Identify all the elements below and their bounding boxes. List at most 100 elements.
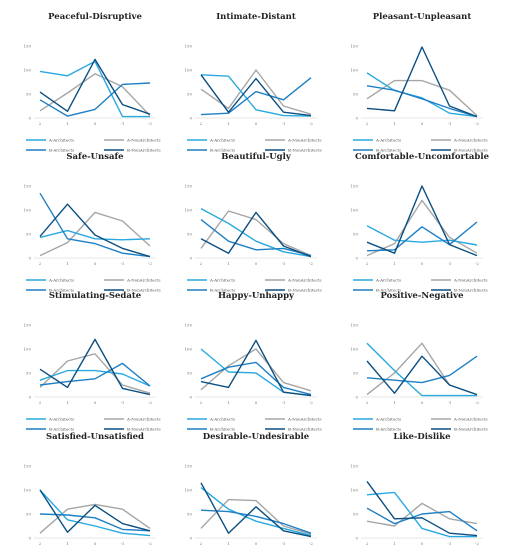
y-tick-label: 0 <box>28 116 31 121</box>
y-tick-label: 150 <box>23 44 31 49</box>
x-tick-label: 1 <box>66 400 69 405</box>
series-line-b-nonarchitects <box>200 482 312 538</box>
y-tick-label: 100 <box>184 68 192 73</box>
panel-title: Satisfied-Unsatisfied <box>46 432 144 442</box>
series-line-a-nonarchitects <box>200 498 312 535</box>
x-tick-label: 0 <box>421 261 424 266</box>
x-tick-label: -1 <box>448 541 452 546</box>
x-tick-label: -2 <box>475 541 479 546</box>
legend-label: A-NonArchitects <box>287 137 322 142</box>
series-line-b-architects <box>366 507 478 532</box>
x-tick-label: -1 <box>121 121 125 126</box>
x-tick-label: -2 <box>148 121 152 126</box>
x-tick-label: 2 <box>200 261 203 266</box>
x-tick-label: 1 <box>393 261 396 266</box>
legend-label: A-NonArchitects <box>287 277 322 282</box>
y-tick-label: 150 <box>184 323 192 328</box>
series-line-b-architects <box>39 362 151 387</box>
x-tick-label: 1 <box>66 541 69 546</box>
series-line-b-architects <box>39 513 151 532</box>
x-tick-label: 0 <box>421 121 424 126</box>
series-line-a-architects <box>39 369 151 387</box>
series-line-a-nonarchitects <box>39 353 151 394</box>
panel-title: Positive-Negative <box>380 291 464 301</box>
series-line-a-nonarchitects <box>39 73 151 117</box>
series-line-a-nonarchitects <box>200 69 312 115</box>
x-tick-label: 1 <box>393 541 396 546</box>
y-tick-label: 100 <box>23 208 31 213</box>
x-tick-label: -2 <box>475 121 479 126</box>
x-tick-label: -2 <box>309 541 313 546</box>
panel-title: Peaceful-Disruptive <box>48 12 142 22</box>
x-tick-label: 1 <box>66 121 69 126</box>
series-line-a-architects <box>39 489 151 537</box>
series-line-a-nonarchitects <box>366 342 478 396</box>
panel-comfortable-uncomfortable: Comfortable-Uncomfortable 0 50 100 150 2 1 0 -1 -… <box>350 152 489 292</box>
series-line-a-architects <box>200 207 312 258</box>
legend-label: B-NonArchitects <box>288 287 322 292</box>
legend-label: A-Architects <box>375 137 401 142</box>
legend-label: A-NonArchitects <box>287 416 322 421</box>
y-tick-label: 0 <box>28 256 31 261</box>
series-line-a-nonarchitects <box>200 210 312 257</box>
panel-beautiful-ugly: Beautiful-Ugly 0 50 100 150 2 1 0 -1 -2 A-Architec… <box>184 152 321 292</box>
x-tick-label: 0 <box>255 121 258 126</box>
x-tick-label: -1 <box>121 541 125 546</box>
y-tick-label: 150 <box>350 184 358 189</box>
y-tick-label: 150 <box>350 464 358 469</box>
x-tick-label: 1 <box>227 400 230 405</box>
y-tick-label: 0 <box>189 256 192 261</box>
x-tick-label: 2 <box>39 400 42 405</box>
y-tick-label: 100 <box>350 208 358 213</box>
y-tick-label: 50 <box>26 512 32 517</box>
series-line-b-architects <box>200 77 312 116</box>
legend-label: B-Architects <box>376 287 401 292</box>
y-tick-label: 100 <box>23 68 31 73</box>
series-line-b-nonarchitects <box>366 355 478 396</box>
panel-title: Beautiful-Ugly <box>221 152 292 162</box>
x-tick-label: -2 <box>148 400 152 405</box>
series-line-b-architects <box>366 221 478 252</box>
legend-label: A-Architects <box>375 277 401 282</box>
y-tick-label: 150 <box>23 323 31 328</box>
y-tick-label: 0 <box>28 536 31 541</box>
legend-label: A-Architects <box>209 416 235 421</box>
x-tick-label: 2 <box>366 261 369 266</box>
x-tick-label: -1 <box>282 121 286 126</box>
series-line-b-nonarchitects <box>39 58 151 115</box>
y-tick-label: 100 <box>184 347 192 352</box>
series-line-b-nonarchitects <box>39 338 151 396</box>
legend-label: B-NonArchitects <box>454 147 488 152</box>
legend-label: A-NonArchitects <box>453 416 488 421</box>
panel-pleasant-unpleasant: Pleasant-Unpleasant 0 50 100 150 2 1 0 -1 -2 A-Arc… <box>350 12 487 152</box>
x-tick-label: -2 <box>309 400 313 405</box>
legend-label: B-NonArchitects <box>127 426 161 431</box>
legend-label: A-NonArchitects <box>126 416 161 421</box>
x-tick-label: -2 <box>475 261 479 266</box>
x-tick-label: 1 <box>227 121 230 126</box>
y-tick-label: 50 <box>26 232 32 237</box>
x-tick-label: -1 <box>121 400 125 405</box>
legend-label: B-NonArchitects <box>454 287 488 292</box>
series-line-b-architects <box>200 361 312 396</box>
legend-label: A-Architects <box>48 137 74 142</box>
series-line-b-nonarchitects <box>366 480 478 537</box>
legend-label: A-NonArchitects <box>453 277 488 282</box>
series-line-b-nonarchitects <box>200 339 312 397</box>
y-tick-label: 100 <box>184 208 192 213</box>
series-line-a-architects <box>39 60 150 118</box>
legend-label: A-Architects <box>375 416 401 421</box>
legend-label: B-Architects <box>49 147 74 152</box>
y-tick-label: 50 <box>353 512 359 517</box>
y-tick-label: 0 <box>355 116 358 121</box>
series-line-b-nonarchitects <box>200 211 312 258</box>
legend-label: A-NonArchitects <box>126 277 161 282</box>
y-tick-label: 0 <box>189 116 192 121</box>
series-line-b-architects <box>366 85 478 118</box>
series-line-a-architects <box>366 72 478 118</box>
x-tick-label: 2 <box>39 541 42 546</box>
x-tick-label: 1 <box>227 541 230 546</box>
y-tick-label: 0 <box>355 395 358 400</box>
